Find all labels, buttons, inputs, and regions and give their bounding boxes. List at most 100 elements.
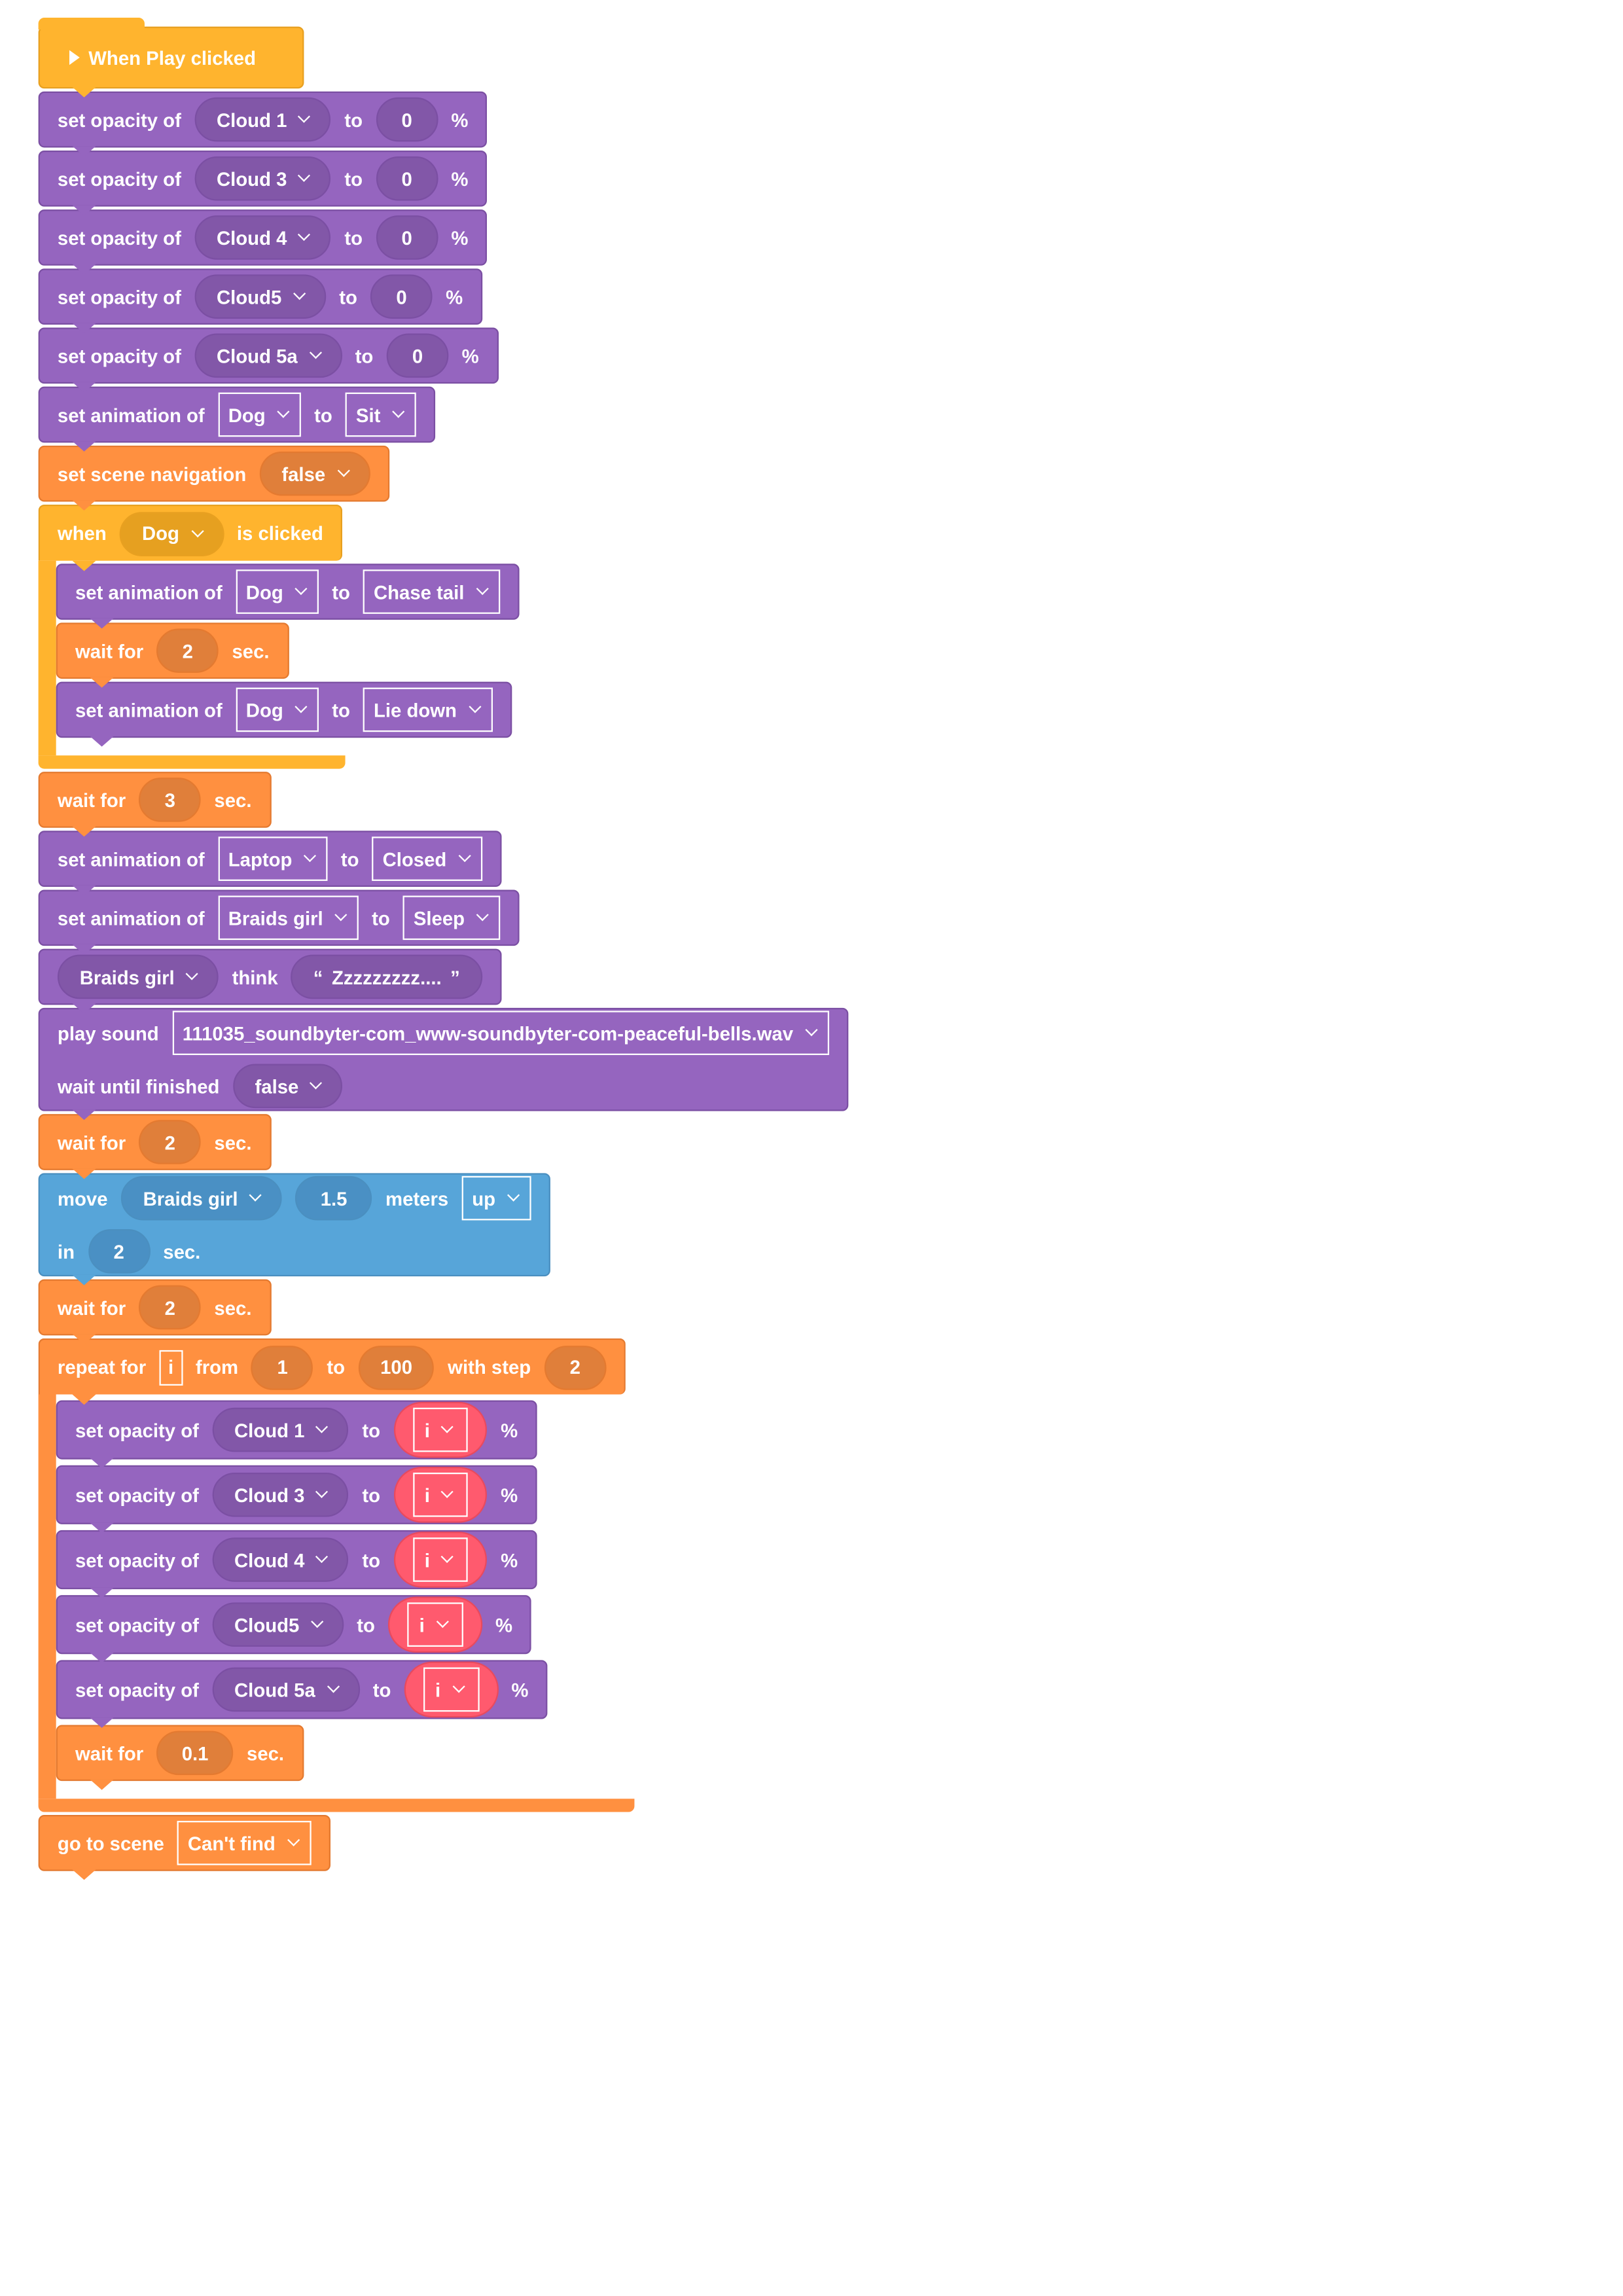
set-opacity-block[interactable]: set opacity of Cloud 1 to 0 % [38,91,488,156]
think-block[interactable]: Braids girl think “ Zzzzzzzzz.... ” [38,948,501,1014]
set-animation-block[interactable]: set animation of Dog to Sit [38,386,435,452]
target-dropdown[interactable]: Laptop [217,836,328,881]
target-dropdown[interactable]: Cloud 5a [194,333,342,378]
sound-dropdown[interactable]: 111035_soundbyter-com_www-soundbyter-com… [171,1011,829,1055]
unit-label: % [495,1613,513,1636]
chevron-down-icon [441,1485,454,1498]
wait-finished-dropdown[interactable]: false [232,1064,343,1109]
variable-dropdown[interactable]: i [423,1667,479,1712]
wait-block[interactable]: wait for 2 sec. [38,1114,271,1179]
move-block[interactable]: move Braids girl 1.5 meters up in 2 sec. [38,1173,550,1285]
step-input[interactable]: 2 [544,1344,607,1390]
repeat-for-header[interactable]: repeat for i from 1 to 100 with step 2 [38,1338,626,1405]
value-dropdown[interactable]: false [259,451,370,496]
value-input[interactable]: 0 [376,215,438,260]
animation-dropdown[interactable]: Chase tail [363,569,500,614]
set-opacity-block[interactable]: set opacity of Cloud5 to i % [56,1595,532,1663]
set-opacity-block[interactable]: set opacity of Cloud 3 to 0 % [38,150,488,216]
seconds-input[interactable]: 3 [139,778,202,822]
when-clicked-header[interactable]: when Dog is clicked [38,505,343,571]
variable-reporter[interactable]: i [393,1401,488,1458]
variable-reporter[interactable]: i [404,1661,499,1718]
target-dropdown[interactable]: Braids girl [217,895,359,941]
target-dropdown[interactable]: Cloud 4 [194,215,332,260]
scene-dropdown[interactable]: Can't find [177,1821,311,1865]
set-animation-block[interactable]: set animation of Braids girl to Sleep [38,889,520,955]
set-opacity-block[interactable]: set opacity of Cloud 1 to i % [56,1400,537,1469]
target-dropdown[interactable]: Cloud 5a [212,1667,360,1712]
go-to-scene-block[interactable]: go to scene Can't find [38,1815,330,1880]
target-dropdown[interactable]: Cloud5 [194,274,326,319]
target-dropdown[interactable]: Dog [120,511,224,556]
target-dropdown[interactable]: Cloud 4 [212,1537,349,1582]
set-opacity-block[interactable]: set opacity of Cloud 5a to i % [56,1660,548,1729]
set-opacity-block[interactable]: set opacity of Cloud5 to 0 % [38,268,482,334]
loop-variable-field[interactable]: i [159,1349,183,1385]
target-dropdown[interactable]: Dog [236,687,319,732]
end-input[interactable]: 100 [358,1344,435,1390]
set-opacity-block[interactable]: set opacity of Cloud 3 to i % [56,1465,537,1534]
set-scene-navigation-block[interactable]: set scene navigation false [38,445,389,511]
start-input[interactable]: 1 [251,1344,314,1390]
chevron-down-icon [249,1189,262,1202]
animation-dropdown[interactable]: Lie down [363,687,493,732]
wait-block[interactable]: wait for 0.1 sec. [56,1725,304,1790]
unit-label: sec. [214,1296,252,1319]
target-dropdown[interactable]: Cloud 3 [212,1472,349,1517]
close-quote: ” [450,965,460,988]
target-dropdown[interactable]: Dog [236,569,319,614]
animation-dropdown[interactable]: Sleep [403,895,501,941]
wait-block[interactable]: wait for 2 sec. [56,622,289,688]
block-label: set opacity of [57,167,181,190]
think-text-input[interactable]: “ Zzzzzzzzz.... ” [291,954,482,999]
duration-input[interactable]: 2 [88,1229,150,1274]
animation-dropdown[interactable]: Closed [372,836,482,881]
seconds-input[interactable]: 2 [139,1285,202,1330]
value-input[interactable]: 0 [376,156,438,201]
variable-reporter[interactable]: i [393,1466,488,1523]
play-sound-block[interactable]: play sound 111035_soundbyter-com_www-sou… [38,1007,848,1121]
variable-reporter[interactable]: i [393,1532,488,1588]
variable-dropdown[interactable]: i [412,1472,469,1517]
repeat-for-block[interactable]: repeat for i from 1 to 100 with step 2 s… [38,1338,635,1812]
target-dropdown[interactable]: Cloud 1 [212,1407,349,1452]
wait-block[interactable]: wait for 3 sec. [38,772,271,837]
chevron-down-icon [315,1550,329,1564]
when-play-clicked-block[interactable]: When Play clicked [38,18,304,98]
set-animation-block[interactable]: set animation of Dog to Lie down [56,681,512,747]
block-label: set opacity of [57,285,181,308]
block-label: set opacity of [75,1483,199,1506]
wait-block[interactable]: wait for 2 sec. [38,1279,271,1344]
target-dropdown[interactable]: Dog [217,392,301,437]
set-opacity-block[interactable]: set opacity of Cloud 5a to 0 % [38,327,498,393]
set-opacity-block[interactable]: set opacity of Cloud 4 to 0 % [38,209,488,275]
block-label: set opacity of [57,108,181,131]
dropdown-value: Cloud 4 [234,1549,305,1571]
chevron-down-icon [294,582,308,596]
target-dropdown[interactable]: Braids girl [120,1175,283,1221]
value-input[interactable]: 0 [370,274,433,319]
variable-reporter[interactable]: i [388,1596,482,1653]
variable-dropdown[interactable]: i [407,1602,463,1647]
direction-dropdown[interactable]: up [461,1175,531,1221]
value-input[interactable]: 0 [376,97,438,142]
target-dropdown[interactable]: Cloud5 [212,1602,344,1647]
seconds-input[interactable]: 2 [156,628,219,673]
chevron-down-icon [293,287,306,300]
target-dropdown[interactable]: Braids girl [57,954,219,999]
when-clicked-block[interactable]: when Dog is clicked set animation of Dog… [38,505,519,769]
variable-dropdown[interactable]: i [412,1537,469,1582]
seconds-input[interactable]: 0.1 [156,1731,234,1776]
set-animation-block[interactable]: set animation of Dog to Chase tail [56,564,519,629]
block-label: wait for [75,1742,144,1765]
set-opacity-block[interactable]: set opacity of Cloud 4 to i % [56,1530,537,1598]
set-animation-block[interactable]: set animation of Laptop to Closed [38,831,501,896]
variable-dropdown[interactable]: i [412,1407,469,1452]
distance-input[interactable]: 1.5 [295,1175,372,1221]
target-dropdown[interactable]: Cloud 1 [194,97,332,142]
animation-dropdown[interactable]: Sit [346,392,416,437]
value-input[interactable]: 0 [386,333,449,378]
target-dropdown[interactable]: Cloud 3 [194,156,332,201]
seconds-input[interactable]: 2 [139,1120,202,1164]
